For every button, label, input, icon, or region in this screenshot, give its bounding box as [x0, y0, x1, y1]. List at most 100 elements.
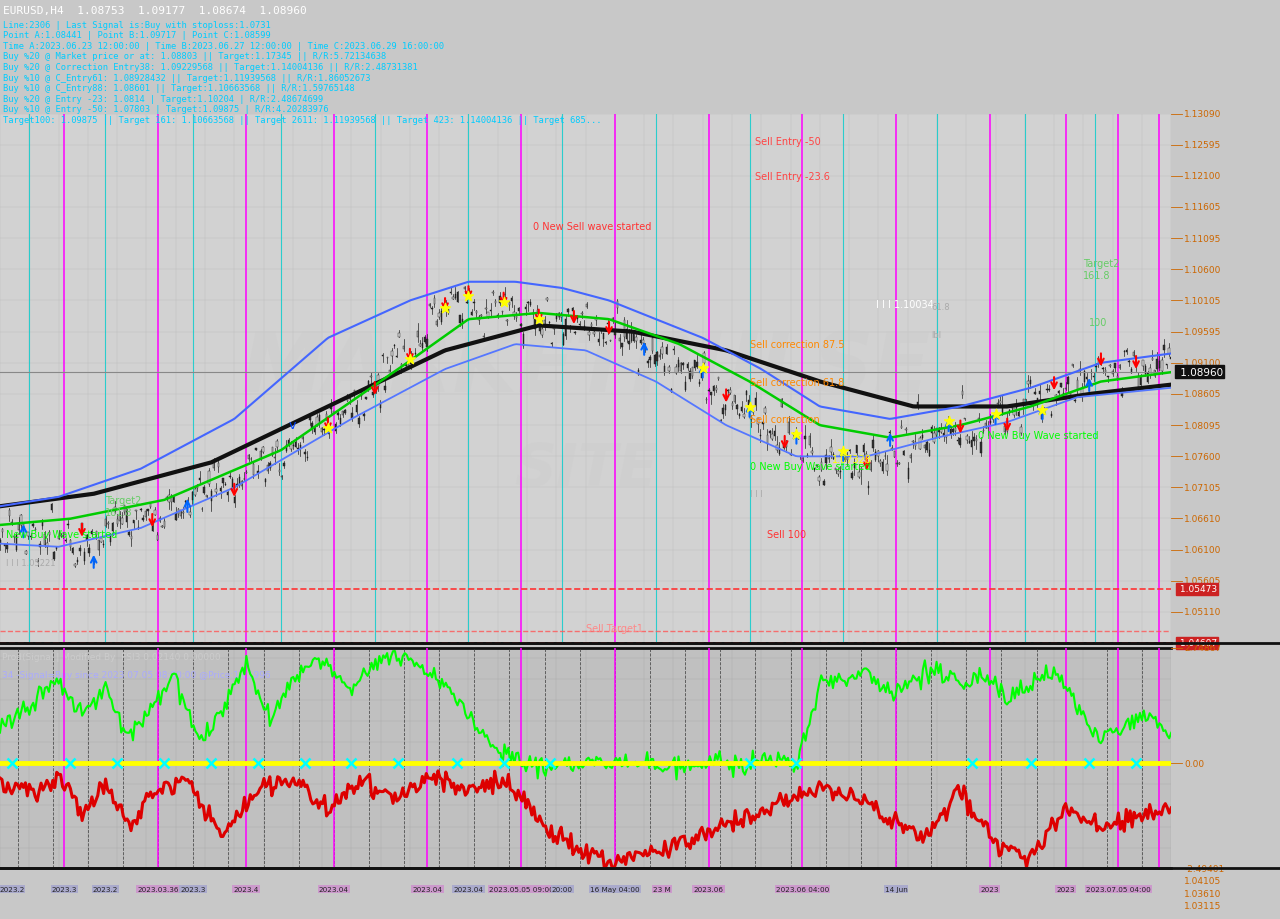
Bar — [1135, 362, 1137, 366]
Bar — [159, 518, 160, 521]
Text: 1.11095: 1.11095 — [1184, 234, 1221, 244]
Text: Sell 100: Sell 100 — [755, 654, 795, 664]
Bar — [1169, 348, 1170, 355]
Bar — [403, 346, 404, 349]
Bar — [767, 436, 768, 445]
Bar — [877, 452, 878, 456]
Bar — [462, 320, 463, 323]
Bar — [349, 399, 351, 400]
Bar — [1046, 390, 1047, 391]
Bar — [797, 437, 799, 438]
Bar — [27, 532, 29, 537]
Bar — [564, 320, 566, 336]
Point — [1032, 403, 1052, 417]
Text: Target2
161.8: Target2 161.8 — [1083, 259, 1120, 281]
Bar — [1011, 407, 1012, 408]
Bar — [1114, 364, 1116, 369]
Bar — [128, 532, 129, 536]
Bar — [328, 432, 329, 435]
Bar — [893, 452, 895, 458]
Bar — [238, 478, 241, 485]
Bar — [440, 312, 442, 323]
Bar — [380, 403, 381, 408]
Bar — [997, 403, 998, 404]
Text: Buy %20 @ Correction Entry38: 1.09229568 || Target:1.14004136 || R/R:2.48731381: Buy %20 @ Correction Entry38: 1.09229568… — [3, 62, 417, 72]
Text: 2023.4: 2023.4 — [233, 886, 259, 892]
Bar — [541, 329, 543, 335]
Bar — [485, 309, 486, 310]
Bar — [945, 428, 947, 437]
Bar — [581, 314, 582, 315]
Bar — [972, 440, 973, 448]
Bar — [426, 340, 428, 347]
Text: 2023.05.05 09:00: 2023.05.05 09:00 — [489, 886, 553, 892]
Bar — [1068, 378, 1069, 384]
Bar — [936, 429, 937, 436]
Bar — [1147, 374, 1148, 383]
Bar — [46, 544, 47, 547]
Bar — [598, 340, 599, 343]
Point — [740, 401, 760, 415]
Bar — [1071, 365, 1074, 367]
Bar — [187, 501, 188, 503]
Bar — [161, 526, 163, 528]
Bar — [220, 488, 221, 492]
Text: 1.12100: 1.12100 — [1184, 172, 1221, 181]
Bar — [142, 518, 143, 520]
Text: 61.8: 61.8 — [931, 303, 950, 312]
Bar — [1158, 362, 1160, 369]
Text: 1.08960: 1.08960 — [1176, 368, 1222, 377]
Bar — [51, 505, 52, 510]
Bar — [1126, 350, 1128, 353]
Bar — [305, 452, 306, 455]
Text: 1.11605: 1.11605 — [1184, 203, 1221, 212]
Text: I I I: I I I — [773, 680, 786, 688]
Bar — [973, 437, 975, 442]
Bar — [929, 450, 931, 457]
Bar — [986, 424, 987, 428]
Bar — [1020, 428, 1021, 433]
Bar — [29, 537, 31, 538]
Bar — [933, 434, 934, 443]
Text: 1.04105: 1.04105 — [1184, 877, 1221, 886]
Bar — [812, 451, 813, 454]
Bar — [572, 309, 573, 312]
Bar — [924, 446, 925, 448]
Bar — [196, 487, 198, 488]
Bar — [961, 391, 963, 396]
Bar — [102, 544, 104, 546]
Bar — [575, 333, 576, 334]
Bar — [835, 469, 836, 470]
Bar — [511, 299, 512, 302]
Bar — [265, 480, 266, 482]
Bar — [1121, 390, 1123, 397]
Bar — [634, 335, 635, 341]
Bar — [168, 495, 170, 503]
Bar — [96, 531, 97, 536]
Bar — [1142, 361, 1144, 367]
Text: Sell correction: Sell correction — [750, 414, 819, 425]
Bar — [389, 370, 390, 374]
Bar — [1105, 370, 1106, 372]
Text: Point A:1.08441 | Point B:1.09717 | Point C:1.08599: Point A:1.08441 | Point B:1.09717 | Poin… — [3, 31, 270, 40]
Bar — [229, 476, 230, 478]
Bar — [927, 442, 928, 451]
Bar — [55, 547, 58, 550]
Bar — [83, 552, 86, 562]
Bar — [716, 389, 717, 391]
Text: MARKETPULSE: MARKETPULSE — [241, 328, 931, 409]
Bar — [673, 349, 675, 350]
Bar — [69, 540, 72, 548]
Text: Buy %20 @ Market price or at: 1.08803 || Target:1.17345 || R/R:5.72134638: Buy %20 @ Market price or at: 1.08803 ||… — [3, 52, 385, 62]
Bar — [189, 513, 191, 516]
Bar — [643, 341, 644, 344]
Bar — [266, 466, 269, 471]
Bar — [772, 435, 773, 439]
Bar — [248, 455, 250, 460]
Bar — [910, 456, 911, 459]
Bar — [508, 303, 509, 306]
Bar — [1156, 359, 1158, 369]
Bar — [314, 428, 315, 432]
Text: -2.49401: -2.49401 — [1184, 864, 1225, 873]
Bar — [333, 412, 334, 414]
